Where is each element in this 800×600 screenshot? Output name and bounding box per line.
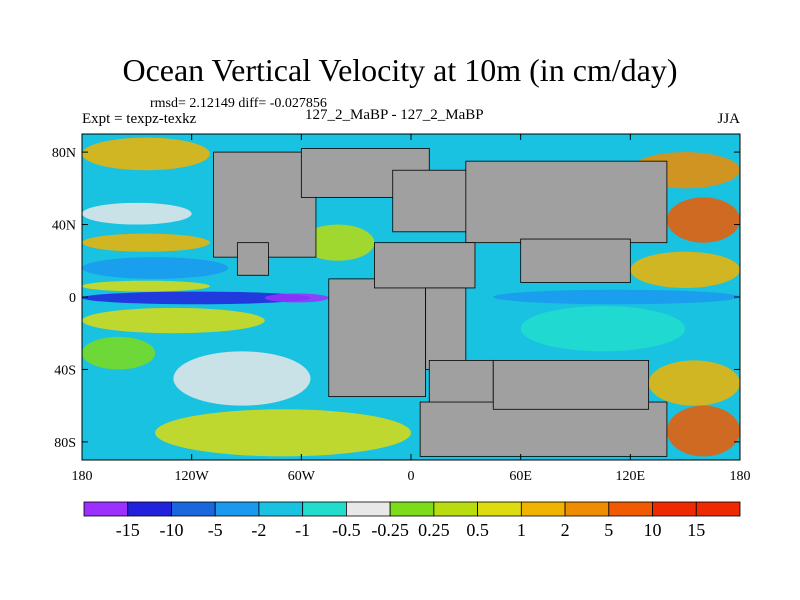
y-axis: 80N 40N 0 40S 80S <box>52 146 740 451</box>
y-tick-label: 80N <box>52 146 76 161</box>
x-tick-label: 120W <box>175 469 210 484</box>
colorbar-box <box>171 501 216 517</box>
colorbar-label: 2 <box>561 520 570 540</box>
land-block <box>492 359 650 410</box>
anomaly-band <box>82 336 156 370</box>
colorbar-box <box>127 501 172 517</box>
y-tick-label: 80S <box>54 436 76 451</box>
colorbar-box <box>608 501 653 517</box>
land-block <box>236 242 269 276</box>
land-block <box>374 242 476 289</box>
colorbar-label: 15 <box>687 520 705 540</box>
anomaly-band <box>82 137 210 171</box>
colorbar-label: 5 <box>604 520 613 540</box>
x-tick-label: 120E <box>616 469 646 484</box>
chart-title: Ocean Vertical Velocity at 10m (in cm/da… <box>122 52 678 88</box>
y-tick-label: 40S <box>54 363 76 378</box>
anomaly-band <box>173 351 311 406</box>
y-tick-label: 0 <box>69 291 76 306</box>
anomaly-band <box>493 289 740 305</box>
colorbar-label: 10 <box>644 520 662 540</box>
anomaly-band <box>82 307 265 334</box>
colorbar-box <box>389 501 435 517</box>
anomaly-band <box>155 409 411 457</box>
colorbar-box <box>302 501 347 517</box>
land-block <box>425 287 467 370</box>
colorbar-label: 0.5 <box>466 520 489 540</box>
anomaly-band <box>630 251 740 288</box>
colorbar-box <box>433 501 479 517</box>
x-tick-label: 180 <box>72 469 93 484</box>
anomaly-band <box>264 293 329 303</box>
colorbar-label: -2 <box>251 520 266 540</box>
y-tick-label: 40N <box>52 219 76 234</box>
colorbar-label: -0.25 <box>371 520 409 540</box>
land-block <box>520 238 631 283</box>
colorbar-label: -15 <box>116 520 140 540</box>
x-tick-label: 60E <box>509 469 532 484</box>
colorbar-box <box>214 501 260 517</box>
anomaly-band <box>520 306 686 352</box>
colorbar: -15 -10 -5 -2 -1 -0.5 -0.25 0.25 0.5 1 2 5 10 15 <box>83 501 741 540</box>
x-tick-label: 0 <box>408 469 415 484</box>
colorbar-box <box>564 501 610 517</box>
colorbar-label: 0.25 <box>418 520 450 540</box>
anomaly-band <box>82 291 311 305</box>
land-block <box>419 401 668 457</box>
colorbar-box <box>520 501 566 517</box>
land-block <box>328 278 427 398</box>
anomaly-band <box>82 257 229 279</box>
colorbar-label: -1 <box>295 520 310 540</box>
stats-line: rmsd= 2.12149 diff= -0.027856 <box>150 96 327 111</box>
colorbar-label: 1 <box>517 520 526 540</box>
x-tick-label: 60W <box>288 469 316 484</box>
land-block <box>465 160 668 244</box>
x-axis: 180 120W 60W 0 60E 120E 180 <box>72 134 751 484</box>
anomaly-band <box>301 224 375 261</box>
colorbar-label: -0.5 <box>332 520 361 540</box>
colorbar-box <box>83 501 129 517</box>
colorbar-box <box>652 501 697 517</box>
season-label: JJA <box>717 111 740 127</box>
land-mask <box>213 148 668 457</box>
anomaly-band <box>666 197 740 243</box>
x-tick-label: 180 <box>730 469 751 484</box>
colorbar-box <box>345 501 391 517</box>
anomaly-band <box>648 360 740 406</box>
anomaly-band <box>82 173 201 198</box>
colorbar-box <box>258 501 304 517</box>
colorbar-label: -5 <box>208 520 223 540</box>
anomaly-band <box>82 233 210 252</box>
land-block <box>428 359 494 407</box>
colorbar-label: -10 <box>159 520 183 540</box>
chart-subtitle: 127_2_MaBP - 127_2_MaBP <box>305 107 484 123</box>
anomaly-field <box>82 137 740 457</box>
land-block <box>213 151 317 258</box>
anomaly-band <box>82 202 192 225</box>
anomaly-band <box>666 405 740 457</box>
colorbar-box <box>477 501 522 517</box>
colorbar-box <box>695 501 741 517</box>
anomaly-band <box>82 280 210 292</box>
experiment-label: Expt = texpz-texkz <box>82 111 197 127</box>
